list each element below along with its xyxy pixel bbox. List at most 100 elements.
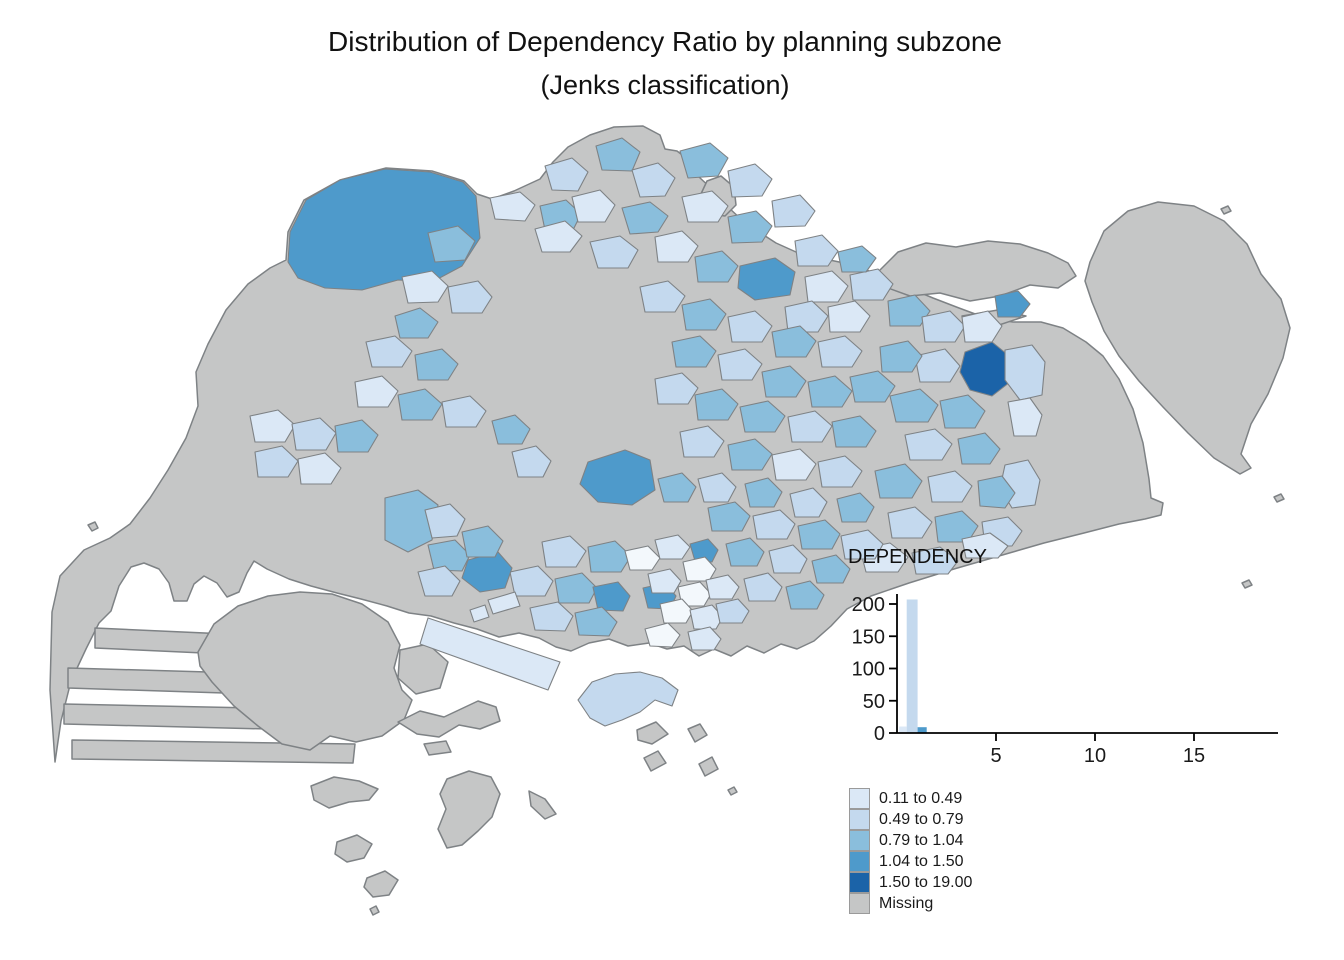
- legend-swatch: [849, 788, 870, 809]
- map-subzone: [771, 448, 817, 481]
- map-landmass-pulau-pawai: [334, 834, 373, 863]
- map-subzone: [287, 168, 481, 291]
- map-subzone: [681, 190, 729, 223]
- map-subzone: [739, 400, 786, 433]
- map-subzone: [427, 225, 476, 263]
- legend-swatch: [849, 851, 870, 872]
- map-subzone: [589, 235, 639, 269]
- map-subzone: [707, 501, 751, 532]
- map-subzone: [659, 598, 694, 624]
- map-subzone: [694, 388, 739, 421]
- map-landmass-pulau-hantu: [528, 790, 557, 820]
- map-subzone: [939, 394, 986, 429]
- histogram-title: DEPENDENCY: [848, 546, 987, 568]
- map-subzone: [654, 534, 691, 560]
- map-subzone: [752, 509, 796, 540]
- map-subzone: [577, 671, 679, 727]
- map-subzone: [784, 300, 829, 333]
- map-landmass-bukom-small: [423, 740, 452, 756]
- map-subzone: [644, 622, 681, 648]
- legend-swatch: [849, 872, 870, 893]
- legend-item: 1.50 to 19.00: [849, 872, 972, 893]
- map-subzone: [511, 445, 552, 478]
- map-subzone: [831, 415, 877, 448]
- map-subzone: [424, 503, 466, 539]
- map-subzone: [384, 489, 439, 553]
- map-subzone: [727, 438, 773, 471]
- map-subzone: [836, 492, 875, 523]
- legend-label: 0.11 to 0.49: [879, 790, 963, 807]
- map-subzone: [687, 626, 722, 651]
- map-subzone: [837, 245, 877, 273]
- map-subzone: [961, 310, 1003, 343]
- map-subzone: [889, 388, 939, 423]
- map-subzone: [534, 220, 583, 253]
- map-subzone: [771, 325, 817, 358]
- legend-label: 0.49 to 0.79: [879, 811, 964, 828]
- map-subzone: [541, 535, 587, 568]
- legend-swatch: [849, 893, 870, 914]
- map-subzone: [927, 470, 973, 503]
- map-subzone: [529, 601, 574, 632]
- map-subzone: [725, 537, 765, 567]
- map-subzone: [817, 455, 863, 488]
- map-subzone: [727, 163, 773, 198]
- map-subzone: [574, 606, 618, 637]
- map-landmass-islet-dot-5: [1241, 579, 1253, 589]
- map-subzone: [579, 449, 656, 506]
- map-landmass-st-johns-3: [643, 750, 667, 772]
- map-subzone: [682, 556, 717, 582]
- map-subzone: [254, 445, 299, 478]
- figure-title-line1: Distribution of Dependency Ratio by plan…: [328, 26, 1002, 57]
- map-subzone: [811, 554, 851, 584]
- legend-swatch: [849, 830, 870, 851]
- map-subzone: [785, 580, 825, 610]
- map-subzone: [365, 335, 413, 368]
- map-subzone: [904, 428, 953, 461]
- map-subzone: [417, 565, 461, 597]
- map-subzone: [491, 414, 531, 445]
- map-subzone: [705, 574, 740, 600]
- legend-item: 0.49 to 0.79: [849, 809, 972, 830]
- map-subzone: [743, 572, 783, 602]
- map-subzone: [840, 529, 884, 560]
- legend-label: 0.79 to 1.04: [879, 832, 964, 849]
- map-subzone: [737, 257, 796, 301]
- map-subzone: [489, 191, 536, 222]
- map-subzone: [1007, 397, 1043, 437]
- map-subzone: [849, 268, 894, 301]
- map-subzone: [249, 409, 296, 443]
- map-subzone: [849, 370, 896, 403]
- map-subzone: [621, 201, 669, 235]
- map-subzone: [761, 365, 807, 398]
- map-landmass-pulau-ubin: [877, 240, 1077, 302]
- map-subzone: [654, 372, 699, 405]
- map-subzone: [959, 341, 1011, 397]
- map-subzone: [807, 375, 853, 408]
- map-subzone: [554, 572, 598, 604]
- map-legend: 0.11 to 0.49 0.49 to 0.79 0.79 to 1.04 1.04…: [849, 788, 972, 914]
- map-subzone: [804, 270, 849, 303]
- map-subzone: [624, 545, 661, 571]
- map-landmass-tuas-finger-4: [71, 739, 356, 764]
- legend-label: 1.50 to 19.00: [879, 874, 973, 891]
- map-subzone: [794, 234, 839, 267]
- map-subzone: [689, 538, 719, 563]
- map-subzone: [957, 432, 1001, 465]
- legend-swatch: [849, 809, 870, 830]
- map-landmass-islet-dot-2: [87, 521, 99, 532]
- map-subzone: [469, 604, 490, 623]
- map-landmass-pulau-semakau: [437, 770, 501, 849]
- map-subzone: [934, 510, 979, 543]
- map-subzone: [977, 475, 1016, 509]
- map-subzone: [671, 335, 717, 368]
- map-subzone: [631, 162, 676, 198]
- map-subzone: [679, 425, 725, 458]
- map-subzone: [394, 307, 439, 339]
- map-subzone: [414, 348, 459, 381]
- map-subzone: [427, 539, 471, 572]
- map-landmass-pulau-sudong: [310, 776, 379, 809]
- map-landmass-pulau-berkas: [363, 870, 399, 898]
- map-subzone: [397, 388, 443, 421]
